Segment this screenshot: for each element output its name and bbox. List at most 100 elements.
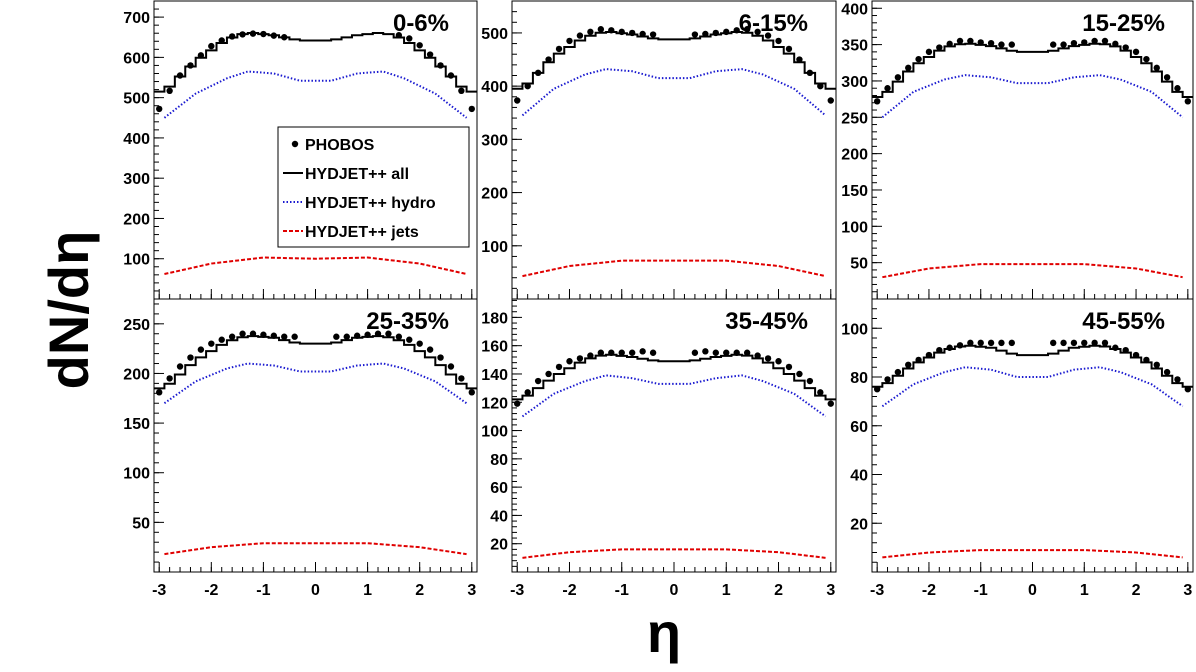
phobos-point [534, 69, 542, 77]
legend-label-jets: HYDJET++ jets [305, 224, 419, 241]
x-tick-label: 3 [1183, 582, 1192, 599]
y-tick-label: 200 [481, 186, 508, 203]
series-hydjetpp-hydro [163, 70, 468, 119]
phobos-point [514, 400, 521, 407]
phobos-point [176, 363, 184, 370]
phobos-point [218, 336, 225, 343]
phobos-point [437, 62, 444, 69]
phobos-point [447, 363, 455, 370]
legend-label-hydro: HYDJET++ hydro [305, 195, 436, 212]
series-hydjetpp-all [512, 353, 836, 401]
phobos-point [587, 28, 594, 36]
phobos-point [1184, 385, 1192, 393]
phobos-point [597, 26, 605, 33]
panel-frame [871, 0, 1194, 300]
y-tick-label: 300 [123, 171, 150, 188]
phobos-point [628, 349, 636, 356]
y-tick-label: 400 [481, 79, 508, 96]
phobos-point [785, 363, 793, 371]
phobos-point [884, 376, 891, 383]
phobos-point [1132, 351, 1140, 359]
phobos-point [1091, 339, 1098, 347]
x-axis-title: η [647, 601, 681, 664]
y-tick-label: 500 [481, 26, 508, 43]
phobos-point [545, 370, 552, 378]
phobos-point [1153, 64, 1160, 72]
phobos-point [524, 389, 531, 396]
phobos-point [925, 351, 933, 359]
phobos-point [395, 32, 403, 39]
phobos-point [576, 32, 584, 39]
phobos-point [936, 44, 943, 51]
phobos-point [712, 349, 720, 356]
phobos-point [956, 37, 964, 45]
phobos-point [827, 400, 834, 407]
x-tick-label: 2 [774, 582, 783, 599]
panel-frame [871, 298, 1194, 573]
phobos-point [1153, 361, 1160, 369]
phobos-point [754, 352, 761, 359]
phobos-point [437, 354, 444, 361]
phobos-point [764, 355, 772, 362]
y-tick-label: 350 [841, 38, 868, 55]
phobos-point [1174, 85, 1181, 92]
legend-item-jets: HYDJET++ jets [283, 224, 419, 241]
y-tick-label: 140 [481, 367, 508, 384]
phobos-point [956, 342, 964, 349]
panel-title: 6-15% [739, 10, 808, 37]
phobos-point [239, 330, 246, 337]
series-hydjetpp-all [154, 335, 477, 390]
phobos-point [197, 52, 205, 59]
legend-item-all: HYDJET++ all [283, 166, 409, 183]
y-tick-label: 150 [841, 183, 868, 200]
phobos-point [353, 332, 361, 339]
phobos-point [987, 339, 995, 347]
phobos-point [218, 37, 225, 44]
legend: PHOBOS HYDJET++ all HYDJET++ hydro HYDJE… [277, 126, 470, 248]
series-hydjetpp-all [872, 344, 1193, 388]
phobos-point [166, 375, 173, 382]
phobos-point [514, 97, 521, 104]
phobos-point [608, 349, 615, 356]
x-tick-label: 1 [722, 582, 731, 599]
y-axis-title: dN/dη [37, 231, 100, 390]
phobos-point [426, 346, 434, 353]
panel-frame [511, 298, 837, 573]
phobos-point [416, 340, 423, 347]
series-hydjetpp-hydro [521, 374, 827, 418]
x-tick-label: 1 [1080, 582, 1089, 599]
phobos-point [1122, 44, 1129, 51]
phobos-point [468, 105, 475, 113]
phobos-point [426, 51, 434, 58]
phobos-point [1008, 339, 1015, 347]
phobos-point [1050, 41, 1057, 48]
panel-title: 0-6% [393, 10, 449, 37]
phobos-point [249, 30, 257, 37]
y-tick-label: 60 [490, 480, 508, 497]
phobos-point [1112, 344, 1119, 351]
y-tick-label: 200 [123, 366, 150, 383]
phobos-point [915, 356, 922, 364]
series-hydjetpp-all [872, 42, 1193, 98]
x-tick-label: 3 [826, 582, 835, 599]
phobos-point [977, 339, 984, 347]
y-tick-label: 120 [481, 395, 508, 412]
phobos-point [712, 29, 720, 37]
phobos-point [406, 336, 413, 343]
phobos-point [208, 340, 215, 347]
phobos-point [691, 31, 699, 38]
phobos-point [618, 28, 625, 36]
legend-item-phobos: PHOBOS [291, 137, 375, 154]
phobos-point [1070, 39, 1078, 47]
phobos-point [796, 370, 803, 378]
y-tick-label: 100 [841, 219, 868, 236]
phobos-point [998, 41, 1005, 48]
phobos-point [156, 105, 163, 113]
series-hydjetpp-hydro [521, 68, 827, 117]
series-hydjetpp-hydro [881, 366, 1184, 408]
phobos-point [208, 42, 215, 50]
phobos-point [785, 45, 793, 53]
phobos-point [987, 39, 995, 47]
panel-frame [153, 298, 478, 573]
